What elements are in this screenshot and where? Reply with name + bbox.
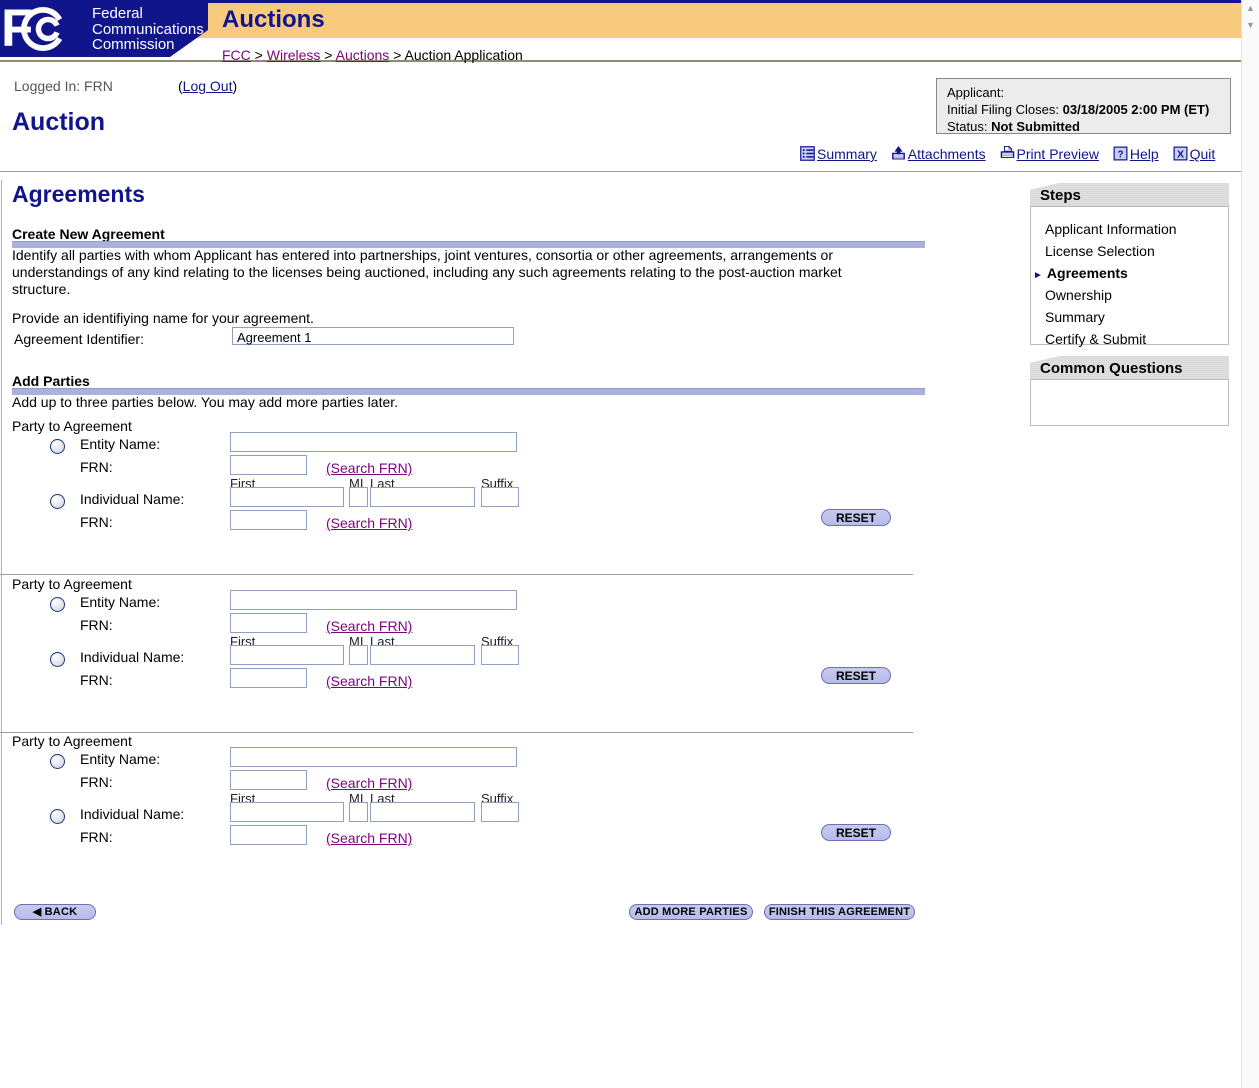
- svg-text:?: ?: [1117, 150, 1123, 161]
- svg-text:X: X: [1177, 148, 1184, 160]
